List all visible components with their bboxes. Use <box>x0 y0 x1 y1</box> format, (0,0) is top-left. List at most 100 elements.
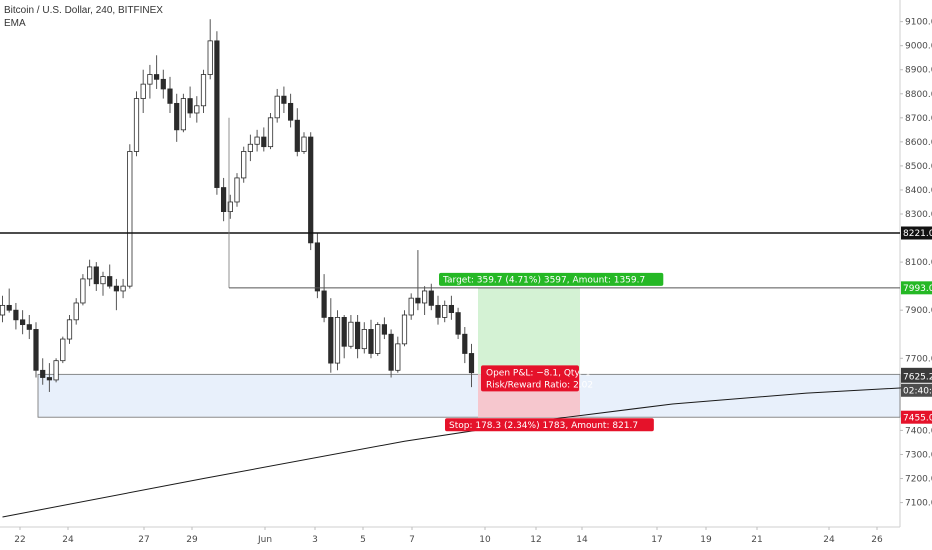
candle-body <box>13 309 19 321</box>
target-label-bg <box>439 272 664 286</box>
candle-body <box>354 321 361 350</box>
price-tick-label: 8900.0 <box>905 66 932 76</box>
candle-body <box>200 74 207 107</box>
time-tick-label: 10 <box>479 535 491 545</box>
candle-body <box>180 98 186 131</box>
price-badge-red: 7455.0 <box>901 410 932 424</box>
candle-body <box>53 360 59 381</box>
candle-body <box>261 136 267 148</box>
price-tick-label: 7700.0 <box>905 354 932 364</box>
candle-body <box>113 285 119 292</box>
candle-body <box>314 242 321 292</box>
candle-body <box>40 369 46 378</box>
price-tick-label: 8600.0 <box>905 138 932 148</box>
indicator-label[interactable]: EMA <box>4 18 26 29</box>
chart-legend: Bitcoin / U.S. Dollar, 240, BITFINEX EMA <box>4 4 163 30</box>
horizontal-lines <box>0 117 900 289</box>
candle-body <box>227 201 233 212</box>
candle-body <box>455 312 461 335</box>
candle-body <box>46 377 53 381</box>
ema-series-line <box>2 385 932 518</box>
candle-body <box>468 353 475 374</box>
candle-body <box>100 276 106 285</box>
price-badge-bg <box>901 226 932 240</box>
candle-body <box>133 98 140 152</box>
position-zones <box>37 287 901 418</box>
price-badge-green: 7993.0 <box>901 281 932 295</box>
candle-body <box>73 302 79 321</box>
candle-body <box>381 324 388 335</box>
price-badge-label: 02:40:04 <box>903 386 932 396</box>
candle-body <box>19 319 26 326</box>
time-tick-label: 29 <box>186 535 198 545</box>
candle-body <box>462 333 468 354</box>
candle-body <box>241 151 247 179</box>
candle-body <box>160 78 166 90</box>
candle-body <box>167 88 173 104</box>
candle-body <box>375 324 381 354</box>
candle-body <box>194 105 200 114</box>
price-tick-label: 8800.0 <box>905 90 932 100</box>
candle-body <box>308 136 314 244</box>
time-tick-label: 27 <box>138 535 149 545</box>
candle-body <box>401 314 408 345</box>
candle-body <box>187 98 193 114</box>
candle-body <box>274 95 280 119</box>
price-badge-bg <box>901 281 932 295</box>
pnl-box: Open P&L: −8.1, Qty: 1 Risk/Reward Ratio:… <box>481 365 593 392</box>
candle-body <box>174 102 180 131</box>
candle-body <box>368 329 374 354</box>
price-tick-label: 9000.0 <box>905 42 932 52</box>
candle-body <box>341 317 347 347</box>
price-tick-label: 7100.0 <box>905 499 932 509</box>
price-tick-label: 8700.0 <box>905 114 932 124</box>
candle-body <box>442 304 448 318</box>
candle-body <box>408 297 414 316</box>
price-tick-label: 9100.0 <box>905 18 932 28</box>
candle-body <box>348 321 354 347</box>
price-axis[interactable]: 9100.0 9000.0 8900.0 8800.0 8700.0 8600.0 8500… <box>900 18 932 509</box>
time-tick-label: 14 <box>576 535 588 545</box>
time-tick-label: 22 <box>14 535 25 545</box>
candle-body <box>247 143 253 152</box>
pnl-box-bg <box>481 365 579 392</box>
candle-body <box>140 83 146 99</box>
time-tick-label: 24 <box>62 535 74 545</box>
price-badge-darkgray: 02:40:04 <box>901 383 932 397</box>
stop-label: Stop: 178.3 (2.34%) 1783, Amount: 821.7 <box>445 418 654 432</box>
target-label: Target: 359.7 (4.71%) 3597, Amount: 1359… <box>439 272 664 286</box>
candle-body <box>0 304 6 316</box>
candle-body <box>321 290 327 318</box>
candle-body <box>214 40 220 188</box>
target-zone <box>478 287 580 375</box>
price-badge-black: 8221.0 <box>901 226 932 240</box>
candle-body <box>127 151 133 287</box>
symbol-title[interactable]: Bitcoin / U.S. Dollar, 240, BITFINEX <box>4 5 163 16</box>
time-tick-label: Jun <box>257 535 272 545</box>
candle-body <box>301 136 307 152</box>
time-tick-label: 26 <box>871 535 883 545</box>
candle-body <box>80 278 86 304</box>
price-badge-bg <box>901 369 932 383</box>
candle-body <box>421 290 428 304</box>
rr-label: Risk/Reward Ratio: 2.02 <box>486 380 593 390</box>
candle-body <box>448 304 455 313</box>
price-tick-label: 7400.0 <box>905 426 932 436</box>
price-tick-label: 8400.0 <box>905 186 932 196</box>
candlestick-series <box>0 19 475 392</box>
time-tick-label: 24 <box>823 535 835 545</box>
candle-body <box>254 136 260 145</box>
time-tick-label: 5 <box>360 535 366 545</box>
candle-body <box>6 304 12 311</box>
target-label-text: Target: 359.7 (4.71%) 3597, Amount: 1359… <box>442 276 645 286</box>
candle-body <box>428 290 434 306</box>
stop-label-text: Stop: 178.3 (2.34%) 1783, Amount: 821.7 <box>449 421 638 431</box>
position-labels: Target: 359.7 (4.71%) 3597, Amount: 1359… <box>439 272 664 432</box>
price-tick-label: 7300.0 <box>905 450 932 460</box>
candle-body <box>93 266 99 285</box>
stop-label-bg <box>445 418 654 432</box>
price-badge-bg <box>901 383 932 397</box>
time-axis[interactable]: 22 24 27 29 Jun 3 5 7 10 12 14 17 19 21 24 26 <box>14 527 883 545</box>
support-zone <box>37 373 901 418</box>
